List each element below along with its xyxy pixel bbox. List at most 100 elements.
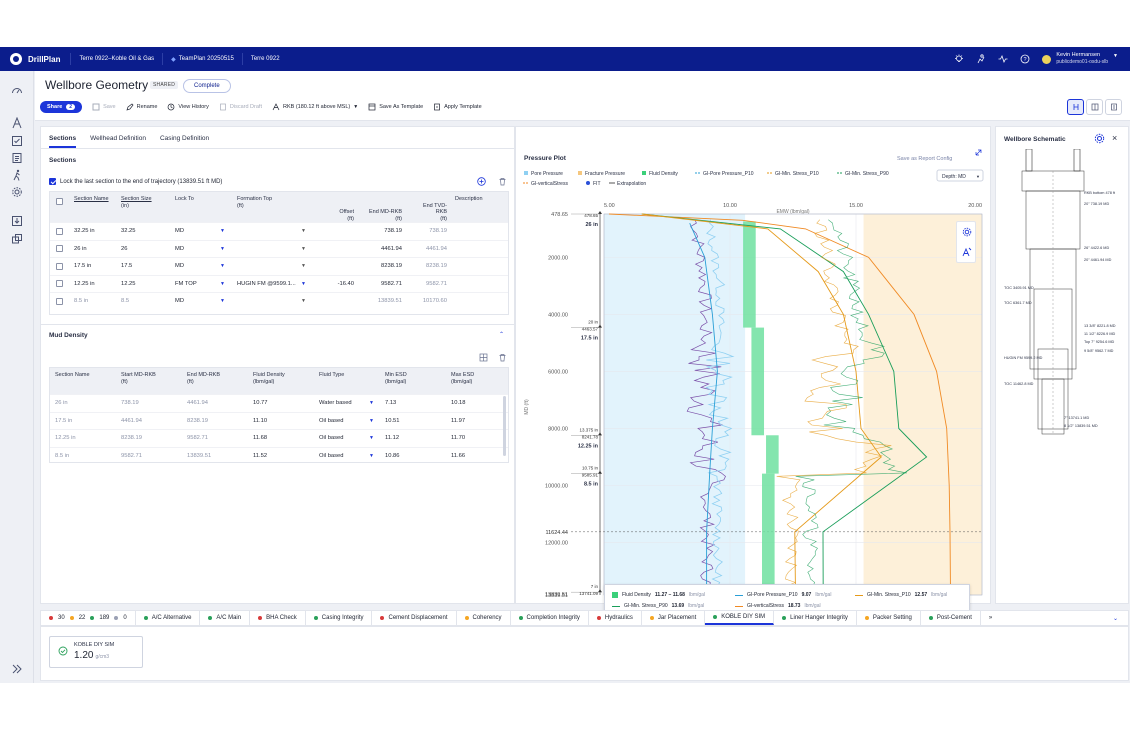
collapse-chevron-icon[interactable]: ⌃	[499, 332, 505, 338]
col-section-name[interactable]: Section Name	[74, 196, 109, 202]
casing-marker[interactable]: 478.65 26 in	[571, 211, 602, 228]
fluid-type-dropdown[interactable]: Oil based	[319, 435, 344, 442]
breadcrumb-teamplan[interactable]: ◆ TeamPlan 20250515	[162, 53, 242, 65]
formation-top-dropdown[interactable]	[237, 223, 297, 240]
formation-caret-icon[interactable]: ▼	[301, 263, 306, 270]
sim-tab[interactable]: A/C Alternative	[136, 611, 201, 625]
legend-item[interactable]: Pore Pressure	[524, 171, 563, 177]
add-section-icon[interactable]	[477, 177, 486, 186]
person-run-icon[interactable]	[11, 169, 23, 181]
lock-to-caret-icon[interactable]: ▼	[220, 263, 225, 270]
sim-tab[interactable]: Packer Setting	[857, 611, 921, 625]
tab-casing-definition[interactable]: Casing Definition	[159, 135, 210, 142]
help-icon[interactable]: ?	[1020, 54, 1030, 64]
casing-marker[interactable]: 20 in 4463.57 17.5 in	[571, 320, 602, 342]
expand-plot-icon[interactable]	[975, 149, 982, 156]
lock-to-caret-icon[interactable]: ▼	[220, 280, 225, 287]
fluid-type-caret-icon[interactable]: ▼	[369, 452, 374, 459]
formation-top-dropdown[interactable]: HUGIN FM @9599.1...	[237, 280, 296, 287]
breadcrumb-project[interactable]: Terre 0922–Koble Oil & Gas	[70, 53, 162, 65]
row-checkbox[interactable]	[56, 227, 63, 235]
min-esd-input[interactable]: 10.86	[385, 452, 400, 459]
depth-dropdown[interactable]	[936, 169, 984, 182]
section-size-input[interactable]: 17.5	[121, 263, 133, 270]
fluid-density-input[interactable]: 11.52	[253, 452, 268, 459]
lock-to-dropdown[interactable]: MD	[175, 245, 185, 252]
lock-to-dropdown[interactable]: MD	[175, 298, 185, 305]
fluid-type-dropdown[interactable]: Oil based	[319, 417, 344, 424]
more-tabs-icon[interactable]: »	[988, 615, 993, 621]
auto-scale-icon[interactable]	[962, 247, 972, 257]
sim-tab[interactable]: Hydraulics	[589, 611, 642, 625]
settings-icon[interactable]	[11, 186, 23, 198]
min-esd-input[interactable]: 10.51	[385, 417, 400, 424]
table-settings-icon[interactable]	[479, 353, 488, 362]
delete-section-icon[interactable]	[498, 177, 507, 186]
formation-caret-icon[interactable]: ▼	[301, 298, 306, 305]
sim-tab[interactable]: Cement Displacement	[372, 611, 457, 625]
breadcrumb-well[interactable]: Terre 0922	[241, 53, 288, 65]
legend-item[interactable]: Fracture Pressure	[578, 171, 625, 177]
row-checkbox[interactable]	[56, 297, 63, 305]
fluid-density-input[interactable]: 10.77	[253, 400, 268, 407]
lock-to-dropdown[interactable]: FM TOP	[175, 280, 197, 287]
complete-button[interactable]: Complete	[183, 79, 231, 93]
gauge-icon[interactable]	[11, 85, 23, 97]
legend-item[interactable]: GI-Min. Stress_P10	[767, 171, 819, 177]
sim-tab[interactable]: Coherency	[457, 611, 511, 625]
fluid-type-caret-icon[interactable]: ▼	[369, 400, 374, 407]
lock-to-dropdown[interactable]: MD	[175, 228, 185, 235]
activity-user-icon[interactable]	[976, 54, 986, 64]
save-as-template-button[interactable]: Save As Template	[368, 103, 423, 111]
plot-settings-icon[interactable]	[962, 227, 972, 237]
app-logo[interactable]: DrillPlan	[0, 47, 70, 71]
max-esd-input[interactable]: 11.66	[451, 452, 466, 459]
max-esd-input[interactable]: 11.97	[451, 417, 466, 424]
fluid-type-caret-icon[interactable]: ▼	[369, 417, 374, 424]
tab-wellhead-definition[interactable]: Wellhead Definition	[90, 135, 146, 142]
casing-marker[interactable]: 10.75 in 9585.91 8.5 in	[571, 466, 602, 488]
sim-tab[interactable]: Liner Hanger Integrity	[774, 611, 857, 625]
expand-rail-icon[interactable]	[11, 663, 23, 675]
route-icon[interactable]	[11, 117, 23, 129]
row-checkbox[interactable]	[56, 262, 63, 270]
save-report-config-link[interactable]: Save as Report Config	[897, 156, 952, 162]
delete-mud-icon[interactable]	[498, 353, 507, 362]
min-esd-input[interactable]: 11.12	[385, 435, 400, 442]
lock-to-caret-icon[interactable]: ▼	[220, 228, 225, 235]
formation-caret-icon[interactable]: ▼	[301, 245, 306, 252]
sim-tab[interactable]: Completion Integrity	[511, 611, 589, 625]
fluid-type-caret-icon[interactable]: ▼	[369, 435, 374, 442]
view-report-button[interactable]	[1105, 99, 1122, 115]
lock-last-section-checkbox[interactable]	[49, 178, 56, 185]
rename-button[interactable]: Rename	[126, 103, 157, 111]
casing-marker[interactable]: 13.375 in 8241.78 12.25 in	[571, 427, 602, 449]
fluid-density-input[interactable]: 11.68	[253, 435, 268, 442]
pulse-icon[interactable]	[998, 54, 1008, 64]
koble-diy-sim-card[interactable]: KOBLE DIY SIM 1.20 g/cm3	[49, 636, 143, 668]
section-size-input[interactable]: 32.25	[121, 228, 136, 235]
section-size-input[interactable]: 8.5	[121, 298, 130, 305]
document-icon[interactable]	[11, 152, 23, 164]
section-size-input[interactable]: 26	[121, 245, 128, 252]
legend-item[interactable]: Extrapolation	[609, 181, 646, 187]
formation-top-dropdown[interactable]	[237, 258, 297, 275]
share-button[interactable]: Share 2	[40, 101, 83, 113]
lock-to-caret-icon[interactable]: ▼	[220, 245, 225, 252]
sim-tab[interactable]: A/C Main	[200, 611, 251, 625]
view-history-button[interactable]: View History	[167, 103, 209, 111]
formation-caret-icon[interactable]: ▼	[301, 280, 306, 287]
schematic-settings-icon[interactable]	[1094, 133, 1105, 144]
formation-top-dropdown[interactable]	[237, 293, 297, 310]
sim-tab[interactable]: BHA Check	[250, 611, 306, 625]
rkb-dropdown[interactable]: RKB (180.12 ft above MSL) ▼	[272, 103, 358, 111]
fluid-type-dropdown[interactable]: Water based	[319, 400, 352, 407]
lock-to-dropdown[interactable]: MD	[175, 263, 185, 270]
sim-tab[interactable]: Casing Integrity	[306, 611, 373, 625]
export-icon[interactable]	[11, 215, 23, 227]
formation-top-dropdown[interactable]	[237, 241, 297, 258]
apply-template-button[interactable]: Apply Template	[433, 103, 482, 111]
sim-tab[interactable]: KOBLE DIY SIM	[705, 611, 775, 625]
view-plot-button[interactable]	[1067, 99, 1084, 115]
close-schematic-icon[interactable]: ×	[1112, 133, 1118, 143]
